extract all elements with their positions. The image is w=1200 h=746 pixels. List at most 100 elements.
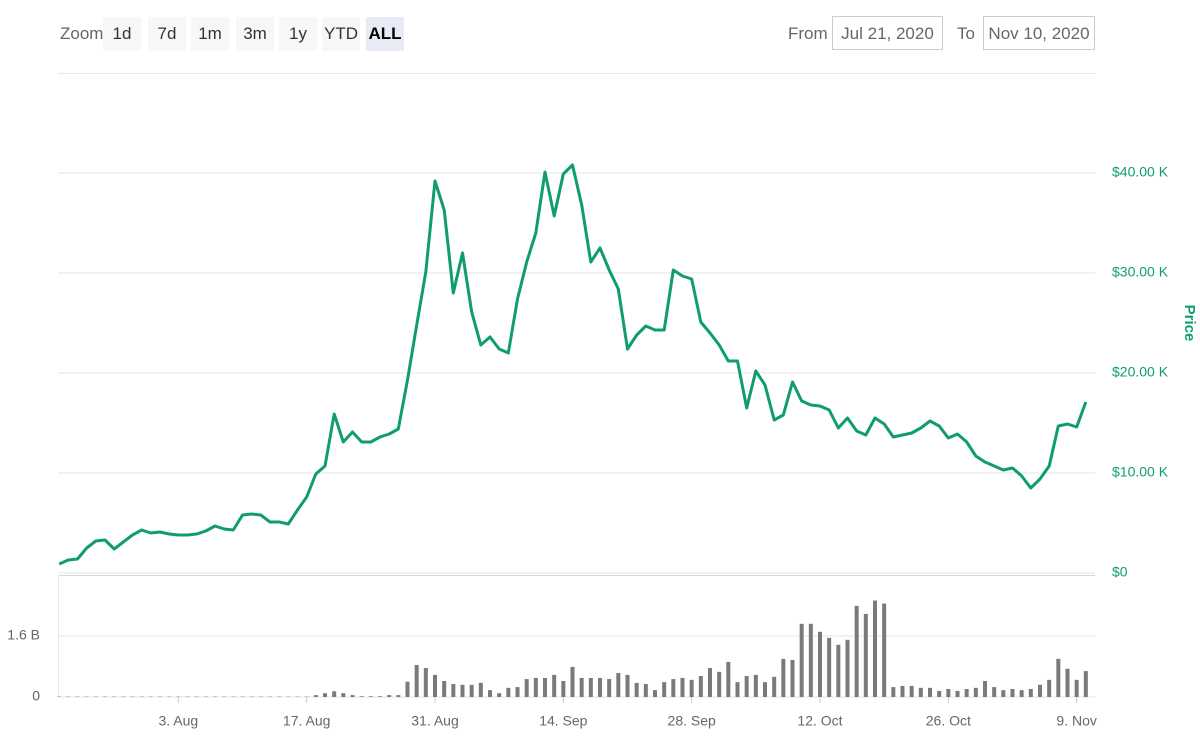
volume-bar bbox=[451, 684, 456, 697]
volume-bar bbox=[946, 688, 951, 697]
volume-bar bbox=[799, 623, 804, 697]
volume-bar bbox=[543, 677, 547, 697]
volume-bar bbox=[708, 668, 712, 697]
volume-bar bbox=[909, 685, 914, 697]
volume-bar bbox=[873, 600, 877, 697]
volume-bar bbox=[653, 690, 657, 697]
zoom-button[interactable]: YTD bbox=[322, 17, 360, 51]
volume-bar bbox=[680, 677, 685, 697]
volume-bar bbox=[836, 644, 841, 697]
volume-bar bbox=[790, 660, 795, 697]
x-tick-label: 3. Aug bbox=[158, 713, 198, 729]
volume-bar bbox=[726, 661, 731, 697]
volume-bar bbox=[515, 687, 520, 697]
x-tick-label: 9. Nov bbox=[1056, 713, 1096, 729]
volume-bar bbox=[634, 682, 639, 697]
volume-bar bbox=[1074, 679, 1079, 697]
volume-bar bbox=[671, 679, 676, 697]
y-axis-title: Price bbox=[1181, 305, 1198, 342]
volume-bar bbox=[1083, 671, 1088, 697]
x-tick-label: 31. Aug bbox=[411, 713, 459, 729]
volume-bar bbox=[433, 674, 437, 697]
volume-bar bbox=[423, 668, 428, 697]
y2-tick-label: 0 bbox=[32, 688, 40, 704]
volume-bar bbox=[937, 690, 942, 697]
volume-bar bbox=[992, 687, 997, 697]
volume-bar bbox=[1028, 688, 1033, 697]
volume-bar bbox=[405, 681, 410, 697]
volume-bar bbox=[442, 680, 447, 697]
volume-bar bbox=[781, 658, 786, 697]
volume-bar bbox=[1001, 690, 1006, 697]
volume-bar bbox=[497, 693, 502, 697]
zoom-button[interactable]: 1d bbox=[103, 17, 141, 51]
volume-bar bbox=[552, 674, 557, 697]
volume-bar bbox=[1038, 684, 1042, 697]
volume-bar bbox=[598, 677, 602, 697]
volume-bar bbox=[506, 687, 511, 697]
y-tick-label: $40.00 K bbox=[1112, 164, 1169, 180]
volume-bar bbox=[488, 690, 492, 697]
volume-bar bbox=[643, 684, 648, 697]
volume-bar bbox=[561, 680, 566, 697]
volume-bar bbox=[955, 690, 960, 697]
volume-bar bbox=[616, 672, 621, 697]
volume-bar bbox=[469, 684, 474, 697]
price-line bbox=[58, 163, 1088, 566]
volume-bar bbox=[414, 664, 419, 697]
volume-bar bbox=[460, 684, 465, 697]
volume-bar bbox=[1019, 690, 1024, 697]
volume-bar bbox=[753, 674, 758, 697]
volume-bar bbox=[1056, 658, 1061, 697]
volume-bar bbox=[882, 603, 887, 697]
zoom-button[interactable]: ALL bbox=[366, 17, 404, 51]
volume-bar bbox=[1010, 688, 1015, 697]
from-input[interactable]: Jul 21, 2020 bbox=[832, 16, 943, 50]
volume-bar bbox=[378, 696, 382, 697]
zoom-button[interactable]: 1m bbox=[191, 17, 229, 51]
zoom-button[interactable]: 1y bbox=[279, 17, 317, 51]
y-tick-label: $30.00 K bbox=[1112, 264, 1169, 280]
y-tick-label: $0 bbox=[1112, 564, 1128, 580]
to-input[interactable]: Nov 10, 2020 bbox=[983, 16, 1095, 50]
volume-bar bbox=[900, 685, 905, 697]
volume-bar bbox=[1065, 668, 1070, 697]
volume-bar bbox=[359, 696, 364, 697]
volume-bar bbox=[579, 677, 584, 697]
y-tick-label: $20.00 K bbox=[1112, 364, 1169, 380]
y-tick-label: $10.00 K bbox=[1112, 464, 1169, 480]
x-tick-label: 14. Sep bbox=[539, 713, 587, 729]
volume-bar bbox=[717, 671, 722, 697]
volume-bar bbox=[735, 682, 740, 697]
from-label: From bbox=[788, 24, 828, 43]
volume-bar bbox=[818, 631, 822, 697]
volume-bar bbox=[313, 695, 318, 697]
volume-bar bbox=[845, 639, 850, 697]
to-label: To bbox=[957, 24, 975, 43]
volume-bar bbox=[368, 696, 373, 697]
volume-bar bbox=[524, 679, 529, 697]
zoom-button[interactable]: 3m bbox=[236, 17, 274, 51]
volume-bar bbox=[744, 676, 749, 697]
volume-bar bbox=[918, 687, 923, 697]
volume-bar bbox=[478, 682, 483, 697]
volume-bar bbox=[607, 679, 612, 697]
volume-bar bbox=[570, 666, 575, 697]
volume-bar bbox=[827, 637, 832, 697]
x-tick-label: 28. Sep bbox=[668, 713, 716, 729]
zoom-button[interactable]: 7d bbox=[148, 17, 186, 51]
volume-bar bbox=[396, 695, 401, 697]
volume-bar bbox=[323, 693, 327, 697]
volume-bar bbox=[350, 695, 355, 697]
volume-bar bbox=[698, 676, 703, 697]
volume-bar bbox=[332, 691, 337, 697]
volume-bar bbox=[689, 679, 694, 697]
volume-bar bbox=[1047, 679, 1052, 697]
volume-bar bbox=[387, 695, 392, 697]
y2-tick-label: 1.6 B bbox=[7, 627, 40, 643]
volume-bar bbox=[964, 688, 969, 697]
volume-bar bbox=[772, 676, 777, 697]
volume-bar bbox=[891, 687, 896, 697]
